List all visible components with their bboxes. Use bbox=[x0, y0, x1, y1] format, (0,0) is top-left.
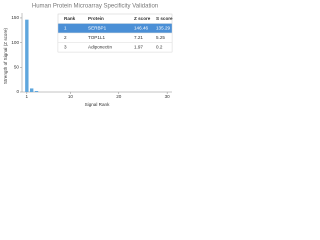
table-header: Protein bbox=[88, 16, 104, 21]
bar bbox=[25, 19, 29, 92]
x-tick-label: 30 bbox=[165, 94, 171, 99]
table-header: Z score bbox=[134, 16, 151, 21]
table-cell: 146.46 bbox=[134, 25, 148, 30]
y-axis-label: Strength of Signal (Z score) bbox=[3, 27, 8, 84]
table-cell: 1 bbox=[64, 25, 67, 30]
table-row bbox=[57, 32, 173, 43]
y-tick-label: 50 bbox=[14, 65, 20, 70]
table-cell: SERBP1 bbox=[88, 25, 107, 30]
table-row bbox=[57, 42, 173, 53]
table-cell: 1.97 bbox=[134, 44, 143, 49]
x-axis-label: Signal Rank bbox=[85, 102, 110, 107]
table-header: S score bbox=[156, 16, 173, 21]
table-cell: Adiponectin bbox=[88, 44, 112, 49]
bar bbox=[34, 91, 39, 92]
table-cell: 0.2 bbox=[156, 44, 163, 49]
table-cell: TOP1L1 bbox=[88, 35, 105, 40]
table-cell: 2 bbox=[64, 35, 67, 40]
table-cell: 135.29 bbox=[156, 25, 170, 30]
x-tick-label: 10 bbox=[68, 94, 74, 99]
table-cell: 3 bbox=[64, 44, 67, 49]
x-tick-label: 1 bbox=[26, 94, 29, 99]
y-tick-label: 0 bbox=[16, 89, 19, 94]
y-tick-label: 150 bbox=[11, 15, 19, 20]
table-cell: 7.21 bbox=[134, 35, 143, 40]
table-header: Rank bbox=[64, 16, 76, 21]
y-tick-label: 100 bbox=[11, 40, 19, 45]
chart-title: Human Protein Microarray Specificity Val… bbox=[32, 4, 158, 10]
table-row bbox=[57, 23, 173, 34]
table-cell: 5.25 bbox=[156, 35, 165, 40]
chart: Human Protein Microarray Specificity Val… bbox=[0, 0, 177, 110]
x-tick-label: 20 bbox=[116, 94, 122, 99]
bar bbox=[29, 88, 34, 92]
